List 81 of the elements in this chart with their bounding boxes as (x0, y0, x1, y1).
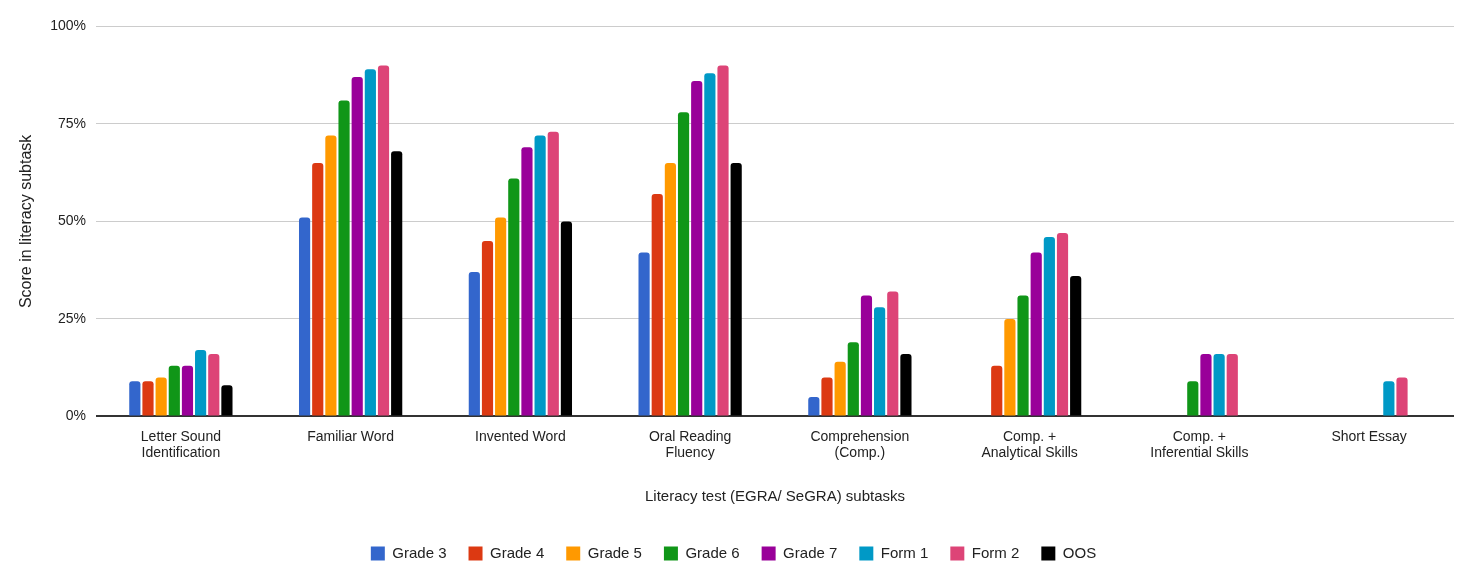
bar (1383, 381, 1395, 416)
bar (364, 69, 376, 416)
bar (1396, 377, 1408, 416)
bar (847, 342, 859, 416)
bar (691, 81, 703, 416)
bar (1187, 381, 1199, 416)
bar (377, 65, 390, 416)
bar (991, 365, 1003, 416)
bar (391, 151, 403, 416)
bar (168, 365, 180, 416)
category-label: Comprehension (810, 427, 910, 444)
bar (325, 135, 337, 416)
bar (508, 178, 520, 416)
bar (208, 354, 220, 416)
legend-label: Grade 4 (490, 543, 545, 561)
bar (834, 361, 846, 416)
bar (560, 221, 573, 416)
category-label: Letter Sound (140, 427, 221, 444)
bar (900, 354, 912, 416)
bar (181, 365, 194, 416)
bar (1017, 295, 1029, 416)
category-label: Comp. + (1172, 427, 1227, 444)
bar (534, 135, 546, 416)
bar (860, 295, 873, 416)
bar (195, 350, 207, 416)
bar (1200, 354, 1212, 416)
y-tick-label: 50% (57, 212, 87, 229)
y-tick-label: 75% (57, 114, 87, 131)
bar (651, 194, 663, 416)
bar (1213, 354, 1225, 416)
category-label: Short Essay (1331, 427, 1407, 444)
bar (664, 162, 676, 416)
category-label: Comp. + (1002, 427, 1057, 444)
bar (808, 396, 820, 416)
bar (1056, 233, 1069, 416)
bar (677, 112, 690, 416)
bar (299, 217, 311, 416)
bar (521, 147, 533, 416)
bar (821, 377, 833, 416)
bar (547, 131, 559, 416)
y-axis-title: Score in literacy subtask (17, 133, 35, 309)
bar (1070, 276, 1082, 416)
legend-label: Grade 6 (685, 543, 740, 561)
bar (717, 65, 729, 416)
bar (351, 77, 363, 416)
x-axis-title: Literacy test (EGRA/ SeGRA) subtasks (644, 487, 906, 505)
bar (468, 272, 480, 416)
category-label: Familiar Word (307, 427, 395, 444)
bar (481, 240, 494, 416)
bar (1004, 318, 1016, 416)
bar (155, 377, 167, 416)
legend-label: Form 2 (971, 543, 1020, 561)
category-label: Fluency (665, 444, 715, 461)
legend-label: Grade 7 (783, 543, 838, 561)
bar (1043, 237, 1055, 416)
legend-label: Grade 5 (587, 543, 642, 561)
bar (142, 381, 154, 416)
y-tick-label: 100% (50, 17, 87, 34)
bar (730, 162, 742, 416)
bar (338, 100, 350, 416)
legend-label: Form 1 (880, 543, 929, 561)
bar (495, 217, 507, 416)
category-label: Identification (141, 444, 221, 461)
bar (874, 307, 886, 416)
y-tick-label: 25% (57, 309, 87, 326)
category-label: (Comp.) (834, 444, 886, 461)
bar (704, 73, 716, 416)
bar (129, 381, 141, 416)
bar (312, 162, 324, 416)
bar (1030, 252, 1042, 416)
bar (1226, 354, 1238, 416)
category-label: Invented Word (474, 427, 566, 444)
category-label: Inferential Skills (1150, 444, 1249, 461)
bar (638, 252, 650, 416)
y-tick-label: 0% (65, 407, 87, 424)
bar (221, 385, 233, 416)
legend-label: OOS (1062, 543, 1097, 561)
legend-label: Grade 3 (392, 543, 447, 561)
category-label: Oral Reading (648, 427, 732, 444)
category-label: Analytical Skills (981, 444, 1078, 461)
bar (887, 291, 899, 416)
